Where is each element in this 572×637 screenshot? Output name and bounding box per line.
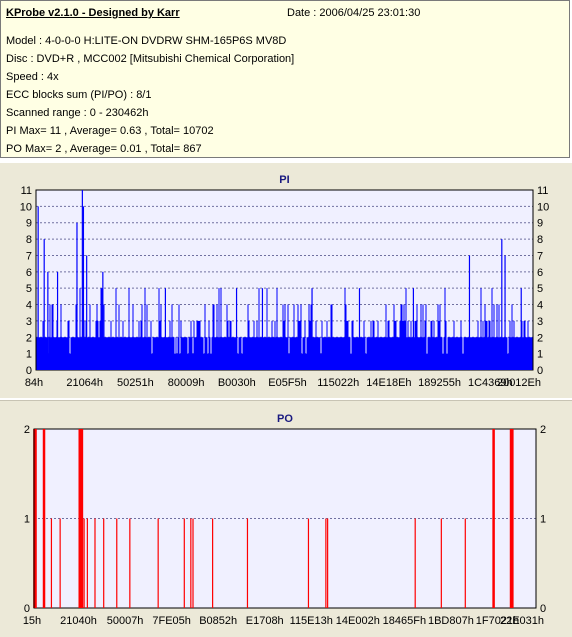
x-tick-label: 14E18Eh xyxy=(366,377,411,389)
y-tick-label-right: 8 xyxy=(537,234,543,246)
po-stats: PO Max= 2 , Average= 0.01 , Total= 867 xyxy=(6,143,202,155)
y-tick-label-left: 8 xyxy=(26,234,32,246)
y-tick-label-right: 0 xyxy=(540,603,546,615)
pi-chart: 0 0 1 1 2 2 3 3 4 4 5 5 6 6 7 7 8 8 9 9 10 10 11 11 84h 21064h 502… xyxy=(0,163,572,398)
x-tick-label: 50007h xyxy=(107,615,144,627)
x-tick-label: 22E031h xyxy=(500,615,544,627)
y-tick-label-right: 9 xyxy=(537,218,543,230)
po-chart: 0 0 1 1 2 2 15h 21040h 50007h 7FE05h B0852h E1708h 1… xyxy=(0,400,572,637)
y-tick-label-right: 5 xyxy=(537,283,543,295)
y-tick-label-right: 7 xyxy=(537,250,543,262)
pi-stats: PI Max= 11 , Average= 0.63 , Total= 1070… xyxy=(6,125,214,137)
info-panel: KProbe v2.1.0 - Designed by Karr Date : … xyxy=(0,0,570,158)
app-header: KProbe v2.1.0 - Designed by Karr xyxy=(6,7,180,19)
y-tick-label-right: 1 xyxy=(537,349,543,361)
x-tick-label: 50251h xyxy=(117,377,154,389)
y-tick-label-left: 2 xyxy=(24,424,30,436)
x-tick-label: E1708h xyxy=(246,615,284,627)
drive-model: Model : 4-0-0-0 H:LITE-ON DVDRW SHM-165P… xyxy=(6,35,287,47)
x-tick-label: B0852h xyxy=(199,615,237,627)
x-tick-label: 115E13h xyxy=(290,615,333,627)
x-tick-label: 1F7021h xyxy=(476,615,519,627)
x-tick-label: 80009h xyxy=(168,377,205,389)
x-tick-label: B0030h xyxy=(218,377,256,389)
y-tick-label-left: 0 xyxy=(24,603,30,615)
x-tick-label: 18465Fh xyxy=(383,615,426,627)
ecc-info: ECC blocks sum (PI/PO) : 8/1 xyxy=(6,89,152,101)
y-tick-label-right: 2 xyxy=(537,332,543,344)
y-tick-label-left: 3 xyxy=(26,316,32,328)
y-tick-label-left: 0 xyxy=(26,365,32,377)
speed-info: Speed : 4x xyxy=(6,71,59,83)
x-tick-label: 20012Eh xyxy=(497,377,541,389)
chart-title: PI xyxy=(279,174,289,186)
x-tick-label: 21064h xyxy=(66,377,103,389)
x-tick-label: 14E002h xyxy=(336,615,380,627)
x-tick-label: E05F5h xyxy=(268,377,307,389)
y-tick-label-right: 11 xyxy=(537,185,548,197)
chart-title: PO xyxy=(277,413,293,425)
x-tick-label: 1C4369h xyxy=(468,377,513,389)
po-bars xyxy=(33,429,514,608)
x-tick-label: 7FE05h xyxy=(152,615,191,627)
y-tick-label-right: 6 xyxy=(537,267,543,279)
y-tick-label-left: 11 xyxy=(21,185,32,197)
x-tick-label: 21040h xyxy=(60,615,97,627)
x-tick-label: 189255h xyxy=(418,377,461,389)
disc-info: Disc : DVD+R , MCC002 [Mitsubishi Chemic… xyxy=(6,53,295,65)
plot-area xyxy=(33,428,537,609)
y-tick-label-left: 1 xyxy=(24,514,30,526)
y-tick-label-right: 0 xyxy=(537,365,543,377)
y-tick-label-left: 6 xyxy=(26,267,32,279)
scanned-range: Scanned range : 0 - 230462h xyxy=(6,107,149,119)
x-tick-label: 15h xyxy=(23,615,41,627)
y-tick-label-left: 1 xyxy=(26,349,32,361)
y-tick-label-left: 10 xyxy=(20,201,32,213)
y-tick-label-left: 4 xyxy=(26,300,32,312)
y-tick-label-left: 7 xyxy=(26,250,32,262)
y-tick-label-right: 10 xyxy=(537,201,549,213)
y-tick-label-right: 3 xyxy=(537,316,543,328)
scan-date: Date : 2006/04/25 23:01:30 xyxy=(287,7,421,19)
x-tick-label: 115022h xyxy=(317,377,359,389)
po-chart-svg: 0 0 1 1 2 2 15h 21040h 50007h 7FE05h B0852h E1708h 1… xyxy=(23,413,546,627)
pi-bars xyxy=(36,190,533,370)
y-tick-label-left: 5 xyxy=(26,283,32,295)
y-tick-label-right: 1 xyxy=(540,514,546,526)
x-tick-label: 84h xyxy=(25,377,43,389)
y-tick-label-right: 4 xyxy=(537,300,543,312)
y-tick-label-left: 2 xyxy=(26,332,32,344)
y-tick-label-left: 9 xyxy=(26,218,32,230)
y-tick-label-right: 2 xyxy=(540,424,546,436)
x-tick-label: 1BD807h xyxy=(428,615,474,627)
